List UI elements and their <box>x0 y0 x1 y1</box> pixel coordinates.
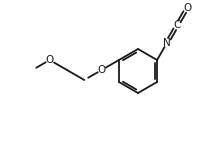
Text: N: N <box>163 38 171 48</box>
Text: O: O <box>183 3 191 13</box>
Text: O: O <box>98 65 106 75</box>
Text: O: O <box>46 55 54 65</box>
Text: C: C <box>173 20 181 30</box>
